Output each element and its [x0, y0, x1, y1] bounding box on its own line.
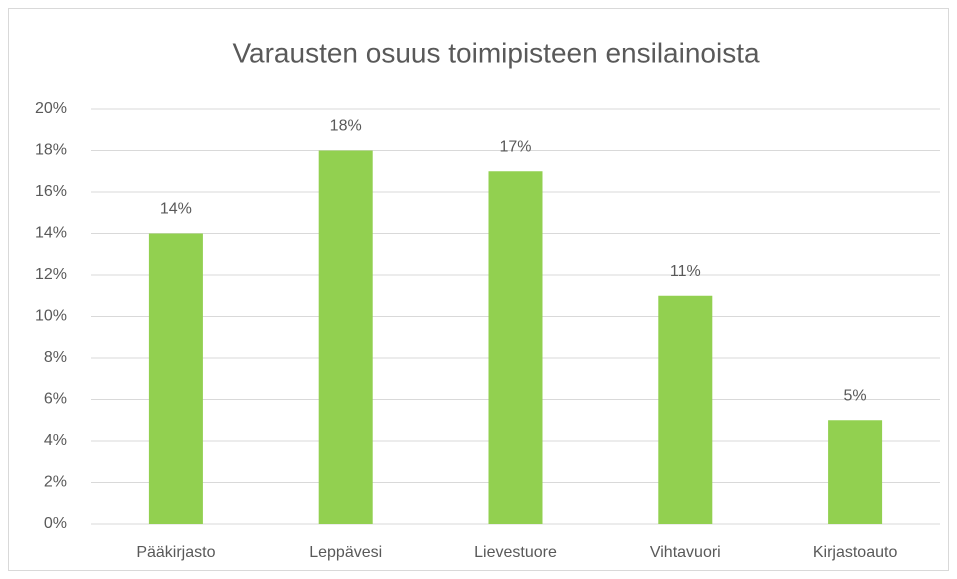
y-tick-label: 8%: [44, 349, 67, 366]
y-tick-label: 14%: [35, 225, 67, 242]
bar: [828, 420, 883, 524]
data-label: 14%: [160, 201, 192, 218]
chart-title: Varausten osuus toimipisteen ensilainois…: [232, 37, 760, 68]
y-tick-label: 0%: [44, 515, 67, 532]
x-tick-label: Kirjastoauto: [813, 544, 898, 561]
bar: [488, 171, 543, 524]
bar: [148, 233, 203, 524]
x-tick-label: Lievestuore: [474, 544, 557, 561]
y-tick-label: 18%: [35, 142, 67, 159]
x-tick-label: Vihtavuori: [650, 544, 721, 561]
y-tick-label: 16%: [35, 183, 67, 200]
data-label: 17%: [499, 138, 531, 155]
x-tick-label: Pääkirjasto: [136, 544, 215, 561]
bar: [318, 150, 373, 524]
data-label: 5%: [844, 387, 867, 404]
y-tick-label: 4%: [44, 432, 67, 449]
y-tick-label: 2%: [44, 474, 67, 491]
y-tick-label: 12%: [35, 266, 67, 283]
y-tick-label: 6%: [44, 391, 67, 408]
y-tick-label: 20%: [35, 100, 67, 117]
x-tick-label: Leppävesi: [309, 544, 382, 561]
bar: [658, 295, 713, 524]
data-label: 11%: [670, 263, 701, 280]
data-label: 18%: [330, 118, 362, 135]
y-tick-label: 10%: [35, 308, 67, 325]
